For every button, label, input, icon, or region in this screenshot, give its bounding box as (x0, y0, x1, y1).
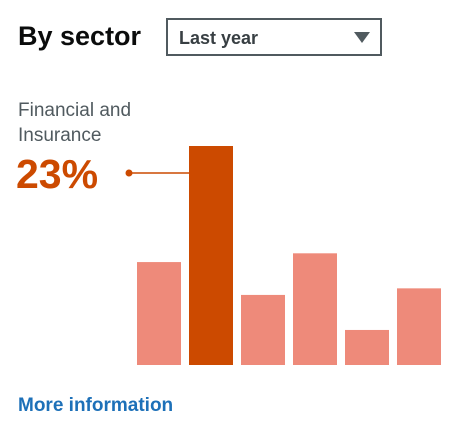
bar (137, 262, 181, 365)
bar (397, 288, 441, 365)
period-select-value: Last year (179, 28, 259, 48)
dropdown-arrow-icon (354, 32, 370, 43)
bar (293, 253, 337, 365)
highlight-label: Financial and Insurance (18, 100, 132, 146)
bars-group (137, 146, 441, 365)
more-information-link[interactable]: More information (18, 395, 174, 416)
bar-highlighted (189, 146, 233, 365)
highlight-value: 23% (16, 151, 99, 197)
bar (241, 294, 285, 365)
period-select[interactable]: Last year (166, 18, 382, 56)
bar (345, 329, 389, 365)
section-heading: By sector (18, 21, 142, 51)
